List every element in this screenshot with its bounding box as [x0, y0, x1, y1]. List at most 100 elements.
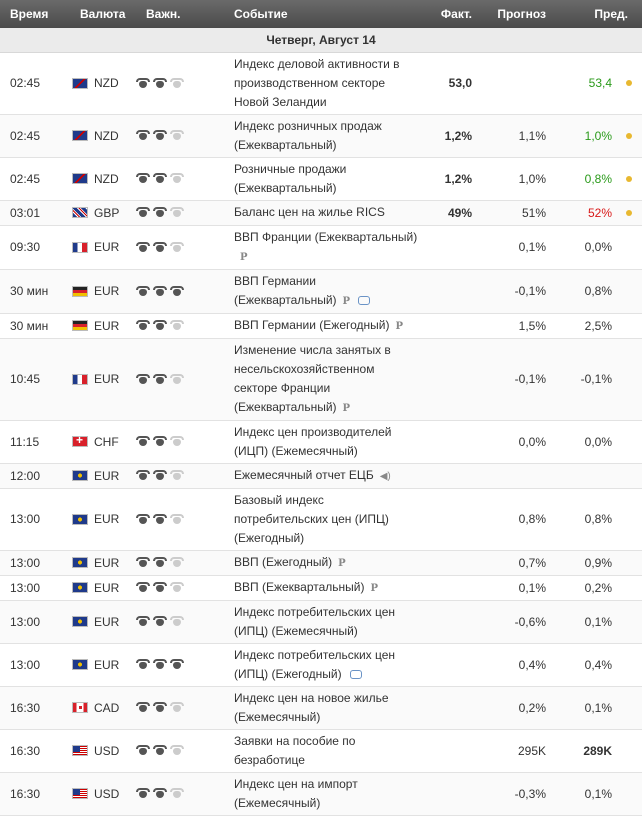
- col-forecast[interactable]: Прогноз: [497, 7, 546, 21]
- table-row[interactable]: 10:45 EUR Изменение числа занятых в несе…: [0, 338, 642, 421]
- importance-rating: [136, 582, 228, 593]
- bull-icon: [153, 436, 167, 447]
- col-time[interactable]: Время: [10, 7, 49, 21]
- previous-value: 0,8%: [584, 512, 612, 526]
- actual-value: [424, 600, 486, 644]
- previous-value: 289K: [583, 743, 612, 758]
- event-name[interactable]: Изменение числа занятых в несельскохозяй…: [234, 342, 391, 414]
- actual-value: [424, 550, 486, 576]
- previous-value: 0,2%: [584, 580, 612, 595]
- table-row[interactable]: 16:30 USD Заявки на пособие по безработи…: [0, 729, 642, 773]
- flag-fr-icon: [72, 373, 88, 385]
- event-name[interactable]: Баланс цен на жилье RICS: [234, 205, 385, 219]
- col-importance[interactable]: Важн.: [146, 7, 181, 21]
- event-name[interactable]: Заявки на пособие по безработице: [234, 733, 356, 767]
- event-name[interactable]: Базовый индекс потребительских цен (ИПЦ)…: [234, 492, 389, 545]
- actual-value: [424, 338, 486, 421]
- currency-code: EUR: [94, 468, 120, 483]
- table-row[interactable]: 11:15 CHF Индекс цен производителей (ИЦП…: [0, 420, 642, 464]
- event-name[interactable]: ВВП Германии (Ежегодный): [234, 317, 390, 332]
- bull-icon: [136, 557, 150, 568]
- table-row[interactable]: 13:00 EUR ВВП (Ежегодный) P 0,7% 0,9%: [0, 550, 642, 576]
- event-name[interactable]: Индекс цен производителей (ИЦП) (Ежемеся…: [234, 424, 392, 458]
- speech-bubble-icon[interactable]: [358, 295, 371, 305]
- speech-bubble-icon[interactable]: [349, 669, 362, 679]
- table-row[interactable]: 13:00 EUR Индекс потребительских цен (ИП…: [0, 643, 642, 687]
- event-time: 13:00: [0, 575, 70, 601]
- actual-value: [424, 772, 486, 816]
- bull-icon: [153, 285, 167, 297]
- event-name[interactable]: Индекс розничных продаж (Ежеквартальный): [234, 118, 382, 152]
- preliminary-icon: P: [338, 557, 346, 569]
- table-row[interactable]: 02:45 NZD Индекс розничных продаж (Ежекв…: [0, 114, 642, 158]
- bull-icon: [136, 77, 150, 89]
- table-row[interactable]: 03:01 GBP Баланс цен на жилье RICS 49% 5…: [0, 200, 642, 226]
- previous-value: 0,8%: [584, 171, 612, 186]
- event-name[interactable]: ВВП Германии (Ежеквартальный): [234, 273, 337, 307]
- bull-icon: [170, 745, 184, 756]
- preliminary-icon: P: [370, 582, 379, 594]
- previous-value: 52%: [587, 205, 612, 220]
- event-name[interactable]: Индекс цен на новое жилье (Ежемесячный): [234, 690, 389, 724]
- bull-icon: [170, 470, 184, 481]
- event-time: 16:30: [0, 729, 70, 773]
- event-time: 30 мин: [0, 269, 70, 314]
- flag-eu-icon: [72, 513, 88, 525]
- currency-code: EUR: [94, 372, 120, 386]
- bull-icon: [136, 285, 150, 297]
- bull-icon: [136, 788, 150, 799]
- col-previous[interactable]: Пред.: [594, 7, 628, 21]
- currency-code: EUR: [94, 555, 120, 570]
- table-row[interactable]: 13:00 EUR Индекс потребительских цен (ИП…: [0, 600, 642, 644]
- table-row[interactable]: 16:30 CAD Индекс цен на новое жилье (Еже…: [0, 686, 642, 730]
- bull-icon: [170, 285, 184, 297]
- table-row[interactable]: 02:45 NZD Индекс деловой активности в пр…: [0, 52, 642, 115]
- forecast-value: 0,2%: [486, 686, 560, 730]
- released-dot-icon: [626, 209, 632, 216]
- flag-nzd-icon: [72, 77, 88, 89]
- currency-code: EUR: [94, 240, 120, 254]
- bull-icon: [170, 659, 184, 670]
- event-name[interactable]: Индекс деловой активности в производстве…: [234, 56, 400, 109]
- event-name[interactable]: Розничные продажи (Ежеквартальный): [234, 161, 347, 195]
- flag-de-icon: [72, 320, 88, 331]
- event-name[interactable]: ВВП (Ежеквартальный): [234, 579, 365, 594]
- currency-code: USD: [94, 786, 120, 801]
- event-time: 13:00: [0, 550, 70, 576]
- currency-code: EUR: [94, 284, 120, 298]
- actual-value: 53,0: [424, 52, 486, 115]
- table-row[interactable]: 16:30 USD Индекс цен на импорт (Ежемесяч…: [0, 772, 642, 816]
- table-row[interactable]: 30 мин EUR ВВП Германии (Ежеквартальный)…: [0, 269, 642, 314]
- event-time: 11:15: [0, 420, 70, 464]
- table-row[interactable]: 30 мин EUR ВВП Германии (Ежегодный) P 1,5…: [0, 313, 642, 339]
- event-time: 13:00: [0, 643, 70, 687]
- released-dot-icon: [626, 175, 632, 182]
- event-name[interactable]: Индекс цен на импорт (Ежемесячный): [234, 776, 358, 810]
- table-row[interactable]: 13:00 EUR ВВП (Ежеквартальный) P 0,1% 0,2…: [0, 575, 642, 601]
- previous-value: 0,1%: [584, 700, 612, 715]
- actual-value: 1,2%: [424, 114, 486, 158]
- event-name[interactable]: ВВП Франции (Ежеквартальный): [234, 229, 418, 244]
- currency-code: EUR: [94, 580, 120, 595]
- col-actual[interactable]: Факт.: [440, 7, 472, 21]
- bull-icon: [136, 320, 150, 331]
- event-time: 13:00: [0, 488, 70, 551]
- bull-icon: [136, 745, 150, 756]
- event-name[interactable]: Индекс потребительских цен (ИПЦ) (Ежемес…: [234, 604, 396, 638]
- actual-value: [424, 686, 486, 730]
- table-row[interactable]: 09:30 EUR ВВП Франции (Ежеквартальный)P …: [0, 225, 642, 270]
- event-time: 16:30: [0, 686, 70, 730]
- event-name[interactable]: Индекс потребительских цен (ИПЦ) (Ежегод…: [234, 647, 396, 681]
- previous-value: 0,4%: [584, 657, 612, 672]
- bull-icon: [153, 745, 167, 756]
- table-row[interactable]: 02:45 NZD Розничные продажи (Ежекварталь…: [0, 157, 642, 201]
- event-name[interactable]: Ежемесячный отчет ЕЦБ: [234, 467, 374, 482]
- table-row[interactable]: 12:00 EUR Ежемесячный отчет ЕЦБ ◀): [0, 463, 642, 489]
- col-currency[interactable]: Валюта: [80, 7, 126, 21]
- actual-value: [424, 225, 486, 270]
- table-row[interactable]: 13:00 EUR Базовый индекс потребительских…: [0, 488, 642, 551]
- col-event[interactable]: Событие: [234, 7, 288, 21]
- event-name[interactable]: ВВП (Ежегодный): [234, 554, 333, 569]
- bull-icon: [136, 659, 150, 670]
- preliminary-icon: P: [240, 251, 248, 263]
